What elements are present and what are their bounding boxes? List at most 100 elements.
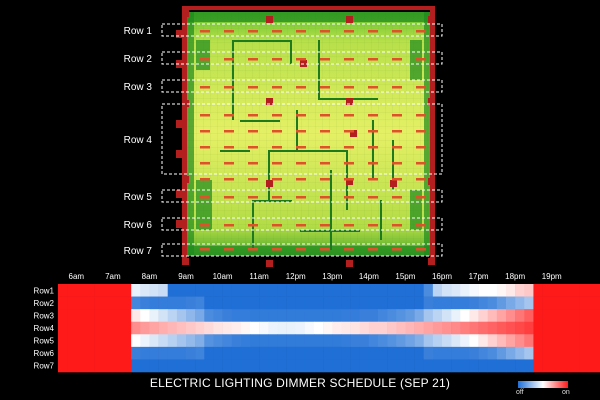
heat-cell (387, 321, 397, 335)
heat-cell (231, 296, 242, 310)
heat-cell (597, 359, 600, 373)
heat-cell (350, 346, 361, 360)
heat-cell (405, 296, 415, 310)
heat-cell (396, 296, 406, 310)
wall-stub (176, 120, 182, 128)
heat-cell (122, 296, 132, 310)
light-fixture (296, 196, 306, 199)
heat-cell (579, 346, 589, 360)
heat-cell (158, 334, 169, 348)
heat-cell (314, 334, 324, 348)
heat-cell (332, 309, 342, 323)
heat-cell (85, 284, 95, 297)
heat-cell (85, 346, 95, 360)
light-fixture (200, 248, 210, 251)
interior-wall (392, 140, 394, 190)
floor-plan: Row 1 Row 2 Row 3 Row 4 Row 5 Row 6 Row 7 (124, 6, 443, 267)
heat-cell (469, 359, 479, 373)
heat-cell (295, 296, 306, 310)
light-fixture (296, 178, 306, 181)
heat-cell (94, 309, 105, 323)
heat-cell (112, 309, 123, 323)
heat-cell (359, 284, 370, 297)
light-fixture (416, 224, 426, 227)
heat-cell (277, 309, 287, 323)
interior-wall (300, 230, 360, 232)
heat-cell (442, 296, 452, 310)
heat-cell (103, 346, 114, 360)
heat-cell (195, 309, 205, 323)
heat-cell (478, 321, 489, 335)
heat-cell (286, 296, 297, 310)
heat-cell (496, 309, 507, 323)
light-fixture (272, 130, 282, 133)
heat-cell (487, 296, 498, 310)
heat-cell (542, 309, 553, 323)
light-fixture (416, 146, 426, 149)
heat-cell (204, 284, 214, 297)
heat-cell (76, 334, 86, 348)
heat-cell (396, 346, 406, 360)
heat-cell (378, 334, 388, 348)
heat-cell (579, 309, 589, 323)
heat-cell (76, 359, 86, 373)
light-fixture (248, 224, 258, 227)
interior-wall (220, 150, 250, 152)
heat-cell (451, 359, 461, 373)
x-tick-label: 14pm (359, 272, 379, 281)
heat-cell (67, 346, 77, 360)
interior-wall (240, 120, 280, 122)
heat-cell (231, 309, 242, 323)
green-zone (186, 246, 432, 256)
heat-cell (478, 346, 489, 360)
heat-cell (268, 334, 278, 348)
heat-cell (176, 359, 187, 373)
column (346, 260, 353, 267)
heat-cell (259, 284, 269, 297)
heat-cell (58, 284, 68, 297)
heat-cell (341, 359, 351, 373)
heat-cell (149, 309, 159, 323)
light-fixture (368, 224, 378, 227)
heat-cell (506, 321, 516, 335)
heat-cell (259, 309, 269, 323)
heat-cell (149, 296, 159, 310)
heat-cell (341, 296, 351, 310)
heat-cell (259, 321, 269, 335)
heat-cell (131, 321, 141, 335)
heat-cell (186, 334, 196, 348)
light-fixture (392, 30, 402, 33)
heat-cell (140, 334, 150, 348)
heat-cell (359, 359, 370, 373)
heat-cell (131, 309, 141, 323)
heat-cell (551, 334, 562, 348)
heat-cell (213, 346, 223, 360)
column (346, 178, 353, 185)
light-fixture (392, 130, 402, 133)
heat-cell (432, 359, 443, 373)
heat-cell (533, 346, 543, 360)
row-label: Row 7 (124, 246, 153, 257)
heat-cell (204, 296, 214, 310)
heat-cell (67, 334, 77, 348)
heat-cell (277, 296, 287, 310)
light-fixture (224, 30, 234, 33)
heat-cell (94, 359, 105, 373)
heatmap-cells (58, 284, 600, 373)
heat-cell (451, 309, 461, 323)
heat-cell (85, 321, 95, 335)
heat-cell (478, 309, 489, 323)
heat-cell (387, 346, 397, 360)
heat-cell (304, 309, 315, 323)
heat-cell (286, 284, 297, 297)
column (428, 16, 435, 23)
heat-cell (451, 296, 461, 310)
heat-cell (149, 346, 159, 360)
heat-cell (103, 334, 114, 348)
heat-cell (515, 346, 525, 360)
heat-cell (304, 284, 315, 297)
heat-cell (469, 346, 479, 360)
light-fixture (200, 224, 210, 227)
light-fixture (200, 130, 210, 133)
heat-cell (240, 334, 251, 348)
